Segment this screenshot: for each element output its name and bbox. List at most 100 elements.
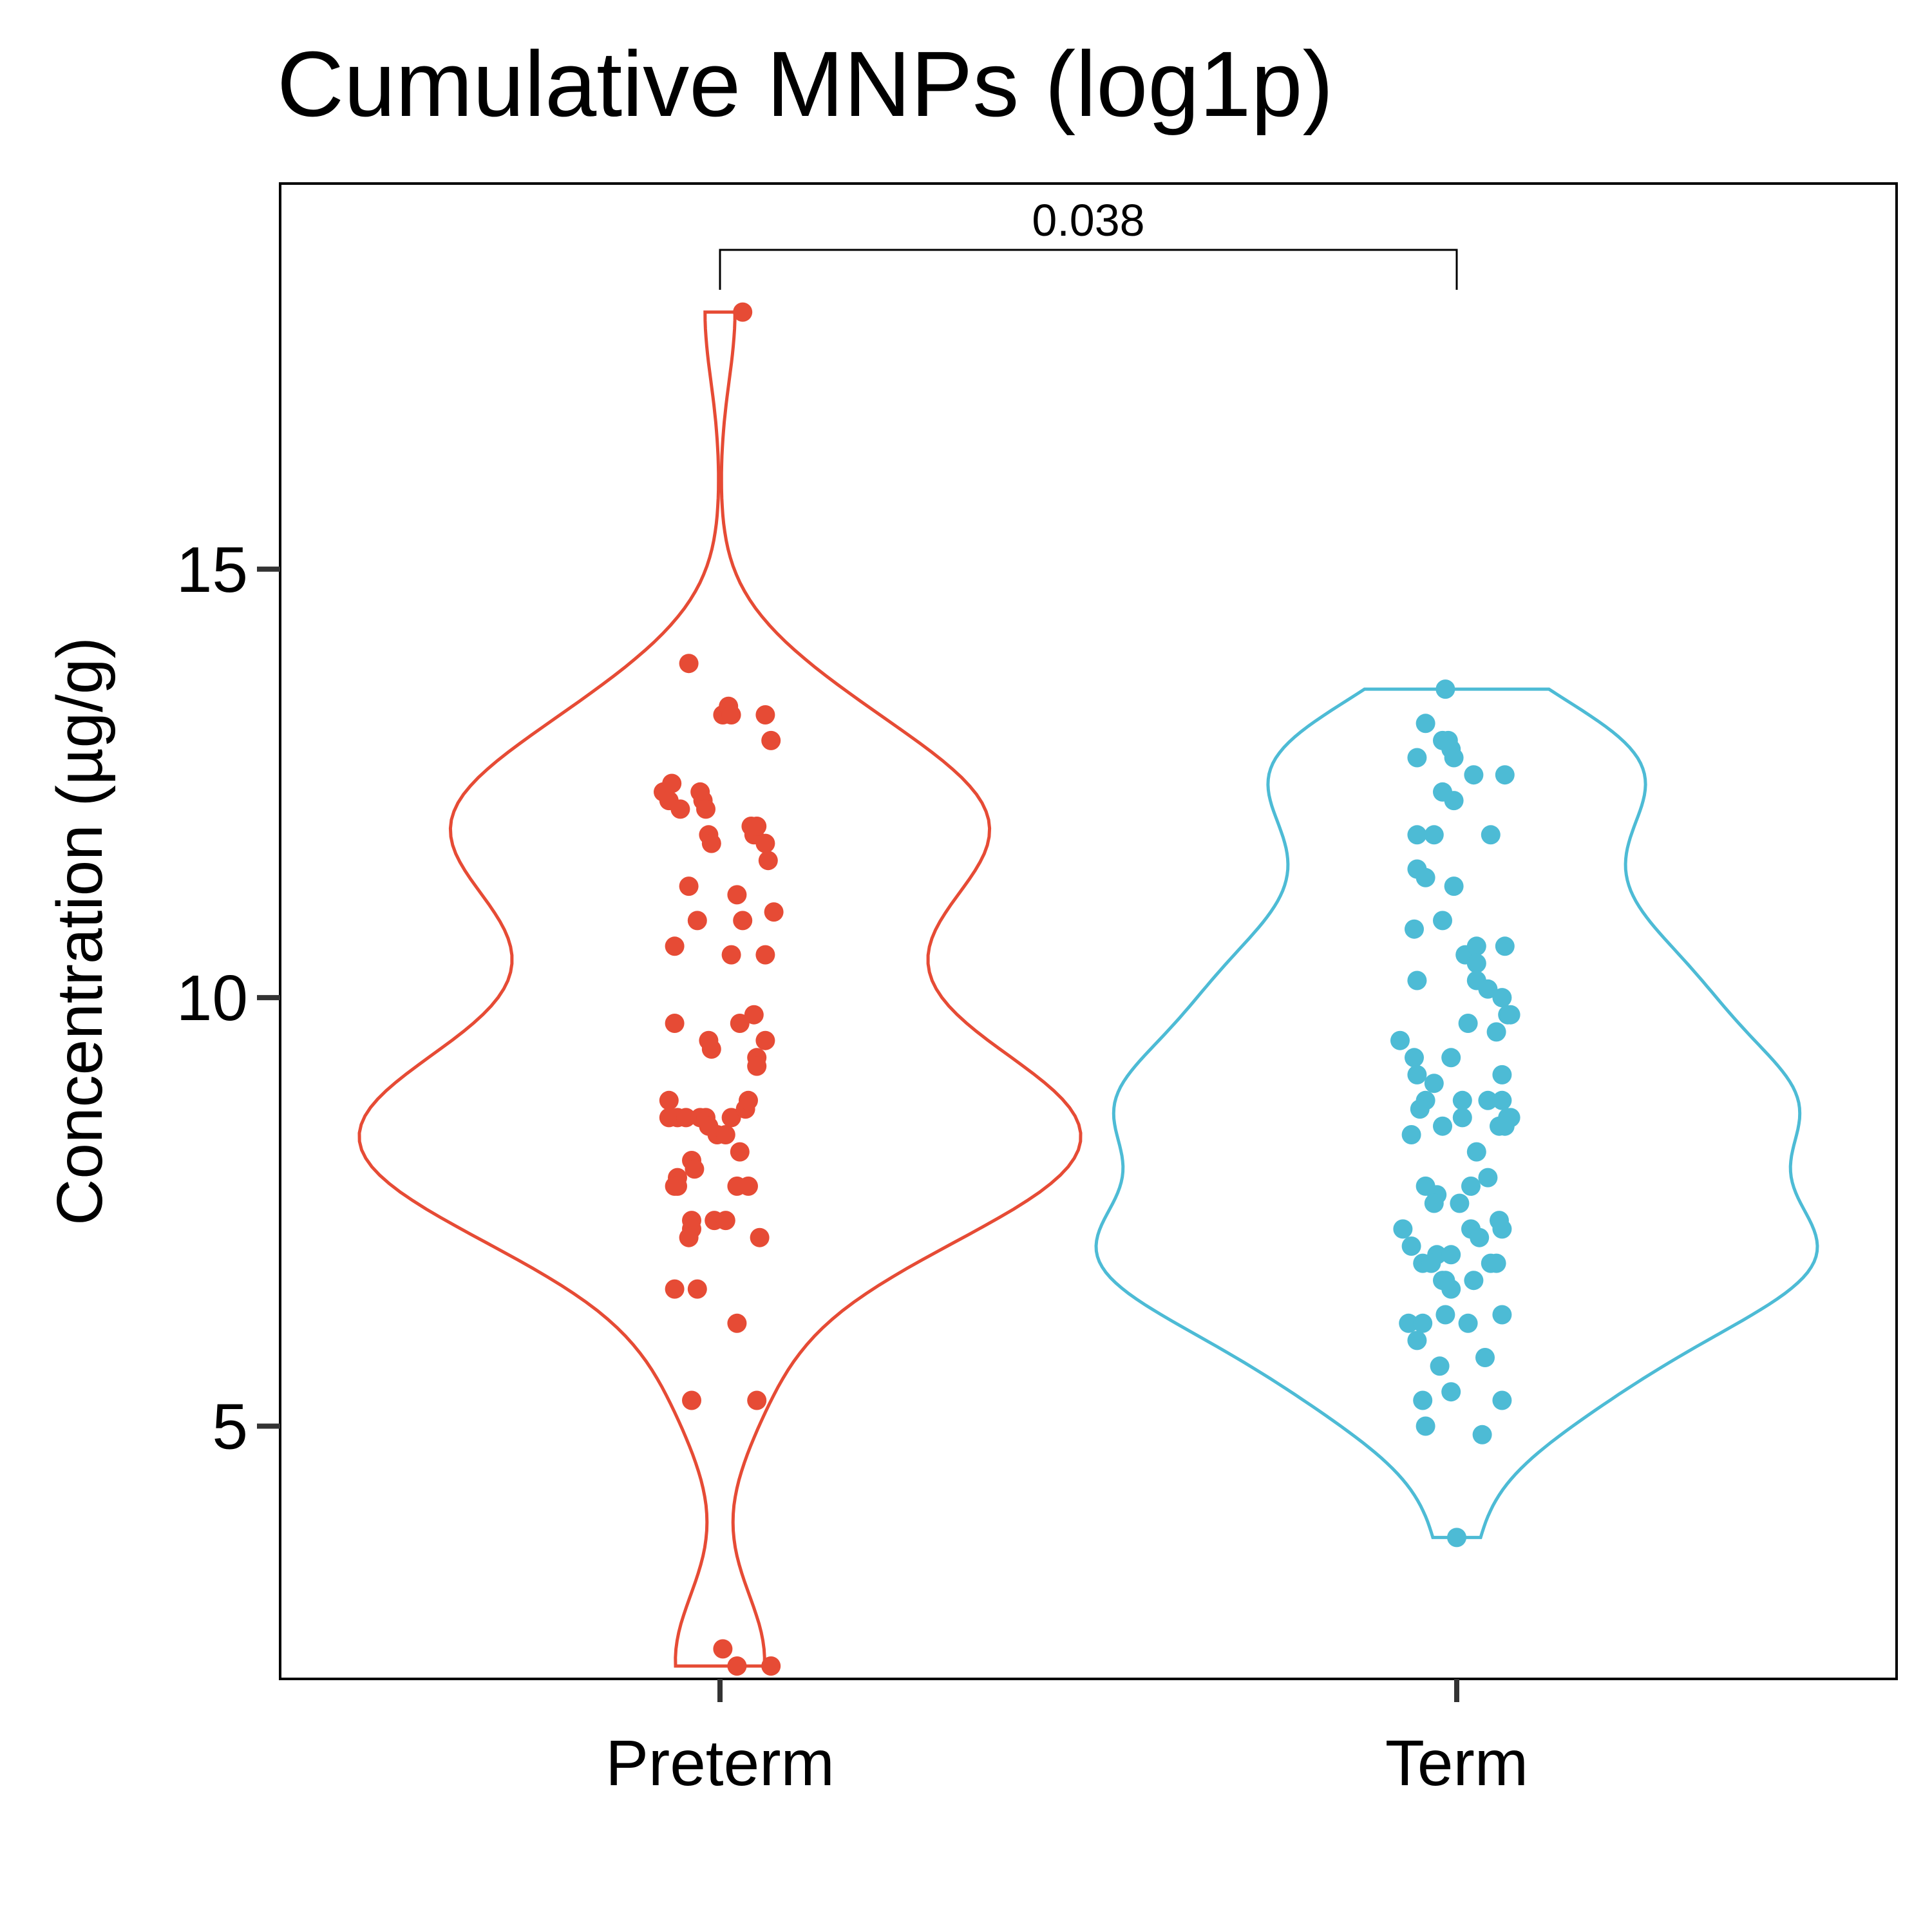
data-point-term — [1472, 1425, 1492, 1444]
data-point-preterm — [696, 799, 715, 819]
data-point-term — [1416, 714, 1435, 734]
y-tick-label: 10 — [176, 962, 248, 1034]
data-point-term — [1421, 1253, 1441, 1273]
plot-panel — [279, 182, 1898, 1680]
data-point-term — [1492, 1065, 1512, 1084]
data-point-preterm — [659, 1090, 679, 1110]
data-point-term — [1464, 765, 1484, 785]
data-point-preterm — [747, 1390, 767, 1410]
x-tick-label: Term — [1385, 1727, 1528, 1799]
data-point-term — [1475, 1348, 1495, 1367]
data-point-preterm — [665, 1279, 685, 1299]
data-point-term — [1424, 1193, 1444, 1213]
data-point-preterm — [755, 1030, 775, 1050]
data-point-term — [1492, 988, 1512, 1008]
data-point-preterm — [701, 833, 721, 853]
data-point-term — [1444, 876, 1464, 896]
plot-layer — [357, 302, 1819, 1676]
data-point-preterm — [715, 1125, 735, 1144]
data-point-preterm — [721, 1108, 741, 1128]
data-point-preterm — [727, 1313, 747, 1333]
data-point-term — [1407, 971, 1427, 990]
data-point-preterm — [755, 945, 775, 965]
data-point-term — [1492, 1305, 1512, 1325]
data-point-preterm — [730, 1014, 750, 1033]
data-point-preterm — [747, 1056, 767, 1076]
data-point-preterm — [679, 654, 699, 674]
data-point-preterm — [668, 1176, 687, 1196]
data-point-term — [1433, 1116, 1452, 1136]
data-point-term — [1441, 1245, 1461, 1265]
data-point-preterm — [715, 1211, 735, 1231]
data-point-term — [1413, 1313, 1433, 1333]
violin-term — [1094, 687, 1819, 1539]
data-point-preterm — [744, 1005, 764, 1025]
data-point-preterm — [713, 1639, 733, 1659]
data-point-preterm — [730, 1142, 750, 1162]
chart-title: Cumulative MNPs (log1p) — [277, 32, 1334, 136]
data-point-preterm — [687, 1279, 707, 1299]
y-tick-label: 5 — [212, 1390, 248, 1463]
data-point-preterm — [687, 911, 707, 931]
data-point-preterm — [665, 936, 685, 956]
data-point-preterm — [758, 851, 778, 871]
data-point-term — [1444, 748, 1464, 768]
data-point-preterm — [761, 730, 781, 750]
data-point-term — [1401, 1125, 1421, 1144]
data-point-preterm — [727, 885, 747, 905]
data-point-term — [1401, 1236, 1421, 1256]
data-point-term — [1416, 867, 1435, 887]
data-point-term — [1478, 1090, 1498, 1110]
data-point-term — [1393, 1219, 1413, 1239]
data-point-preterm — [670, 799, 690, 819]
data-point-term — [1492, 1390, 1512, 1410]
data-point-term — [1447, 1528, 1466, 1548]
data-point-term — [1405, 1048, 1424, 1068]
data-point-term — [1481, 825, 1501, 845]
data-point-preterm — [739, 1176, 758, 1196]
data-point-term — [1441, 1048, 1461, 1068]
data-point-term — [1441, 1382, 1461, 1402]
data-point-term — [1407, 748, 1427, 768]
data-point-term — [1458, 1313, 1478, 1333]
data-point-term — [1410, 1099, 1430, 1119]
data-point-term — [1424, 1074, 1444, 1094]
data-point-preterm — [721, 705, 741, 724]
data-point-preterm — [685, 1159, 705, 1179]
data-point-term — [1435, 1305, 1455, 1325]
data-point-term — [1492, 1090, 1512, 1110]
data-point-term — [1466, 1142, 1486, 1162]
data-point-term — [1435, 679, 1455, 699]
data-point-term — [1478, 1168, 1498, 1188]
data-point-preterm — [733, 302, 753, 322]
significance-bracket — [719, 249, 1458, 290]
data-point-term — [1478, 979, 1498, 999]
data-point-preterm — [701, 1039, 721, 1059]
data-point-preterm — [755, 705, 775, 724]
data-point-term — [1464, 1271, 1484, 1291]
data-point-term — [1399, 1313, 1419, 1333]
data-point-preterm — [662, 773, 682, 793]
data-point-term — [1441, 1279, 1461, 1299]
data-point-term — [1407, 825, 1427, 845]
data-point-preterm — [682, 1390, 701, 1410]
data-point-term — [1492, 1219, 1512, 1239]
data-point-preterm — [721, 945, 741, 965]
data-point-term — [1407, 1065, 1427, 1084]
data-point-term — [1466, 953, 1486, 973]
data-point-term — [1424, 825, 1444, 845]
data-point-term — [1458, 1014, 1478, 1033]
data-point-term — [1452, 1108, 1472, 1128]
data-point-preterm — [739, 1090, 758, 1110]
data-point-term — [1430, 1356, 1450, 1376]
data-point-term — [1407, 1331, 1427, 1350]
axis-layer: 5 10 15 Preterm Term — [176, 534, 1528, 1799]
y-tick-label: 15 — [176, 534, 248, 606]
data-point-term — [1495, 765, 1515, 785]
data-point-term — [1495, 1116, 1515, 1136]
data-point-preterm — [679, 1227, 699, 1247]
p-value-label: 0.038 — [1032, 195, 1144, 245]
data-point-preterm — [764, 902, 784, 922]
data-point-term — [1452, 1090, 1472, 1110]
